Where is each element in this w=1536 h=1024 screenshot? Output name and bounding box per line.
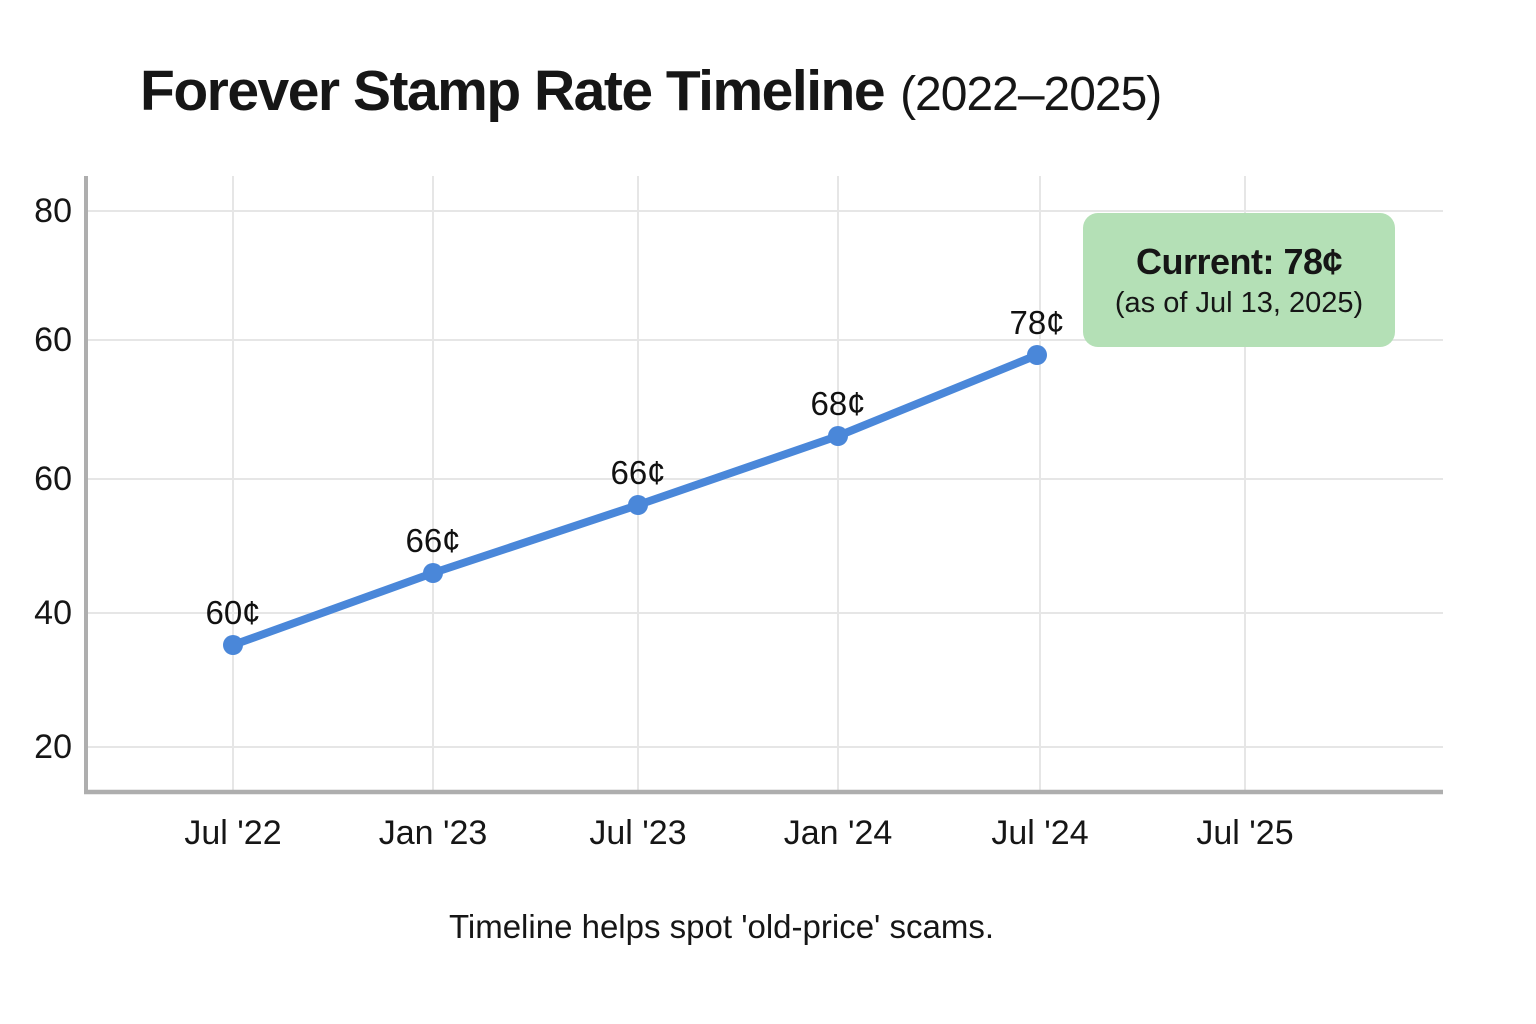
x-tick-label: Jan '23	[379, 814, 488, 852]
x-tick-label: Jan '24	[784, 814, 893, 852]
point-label: 66¢	[610, 454, 665, 491]
current-rate-value: Current: 78¢	[1135, 240, 1343, 282]
current-rate-date: (as of Jul 13, 2025)	[1114, 286, 1364, 319]
chart-caption: Timeline helps spot 'old-price' scams.	[448, 908, 995, 945]
x-tick-label: Jul '25	[1196, 814, 1293, 852]
page-title-year-range: (2022–2025)	[900, 68, 1162, 121]
data-point-jul24	[1027, 345, 1047, 365]
current-rate-annotation: Current: 78¢ (as of Jul 13, 2025)	[1083, 213, 1395, 347]
y-tick-label: 20	[34, 728, 72, 766]
page-title: Forever Stamp Rate Timeline (2022–2025)	[140, 58, 1162, 124]
y-tick-label: 60	[34, 460, 72, 498]
data-point-jan24	[828, 426, 848, 446]
x-tick-label: Jul '22	[184, 814, 281, 852]
y-tick-label: 40	[34, 594, 72, 632]
x-tick-label: Jul '23	[589, 814, 686, 852]
page-title-main: Forever Stamp Rate Timeline	[140, 59, 886, 123]
point-label: 78¢	[1009, 304, 1064, 341]
point-label: 66¢	[405, 522, 460, 559]
y-tick-label: 60	[34, 321, 72, 359]
y-tick-label: 80	[34, 192, 72, 230]
data-point-jan23	[423, 563, 443, 583]
data-point-jul23	[628, 495, 648, 515]
point-label: 60¢	[205, 594, 260, 631]
x-tick-label: Jul '24	[991, 814, 1088, 852]
point-label: 68¢	[810, 385, 865, 422]
data-point-jul22	[223, 635, 243, 655]
